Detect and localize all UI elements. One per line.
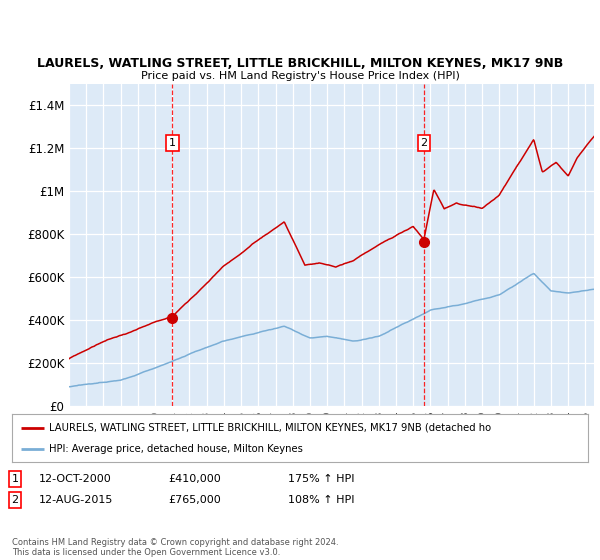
Text: Price paid vs. HM Land Registry's House Price Index (HPI): Price paid vs. HM Land Registry's House … bbox=[140, 71, 460, 81]
Text: 2: 2 bbox=[421, 138, 427, 148]
Text: 12-AUG-2015: 12-AUG-2015 bbox=[39, 495, 113, 505]
Text: 1: 1 bbox=[169, 138, 176, 148]
Text: 12-OCT-2000: 12-OCT-2000 bbox=[39, 474, 112, 484]
Text: LAURELS, WATLING STREET, LITTLE BRICKHILL, MILTON KEYNES, MK17 9NB (detached ho: LAURELS, WATLING STREET, LITTLE BRICKHIL… bbox=[49, 423, 491, 433]
Text: 175% ↑ HPI: 175% ↑ HPI bbox=[288, 474, 355, 484]
Text: £765,000: £765,000 bbox=[168, 495, 221, 505]
Text: 2: 2 bbox=[11, 495, 19, 505]
Text: HPI: Average price, detached house, Milton Keynes: HPI: Average price, detached house, Milt… bbox=[49, 444, 304, 454]
Text: LAURELS, WATLING STREET, LITTLE BRICKHILL, MILTON KEYNES, MK17 9NB: LAURELS, WATLING STREET, LITTLE BRICKHIL… bbox=[37, 57, 563, 70]
Text: 1: 1 bbox=[11, 474, 19, 484]
Text: Contains HM Land Registry data © Crown copyright and database right 2024.
This d: Contains HM Land Registry data © Crown c… bbox=[12, 538, 338, 557]
Text: 108% ↑ HPI: 108% ↑ HPI bbox=[288, 495, 355, 505]
Text: £410,000: £410,000 bbox=[168, 474, 221, 484]
